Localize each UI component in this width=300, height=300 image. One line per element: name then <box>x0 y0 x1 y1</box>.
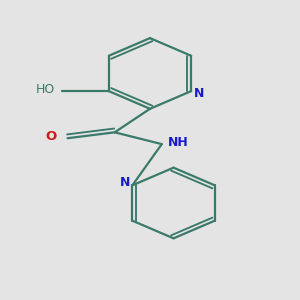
Text: HO: HO <box>36 83 55 96</box>
Text: O: O <box>46 130 57 143</box>
Text: NH: NH <box>168 136 188 149</box>
Text: N: N <box>120 176 130 190</box>
Text: N: N <box>194 87 204 100</box>
